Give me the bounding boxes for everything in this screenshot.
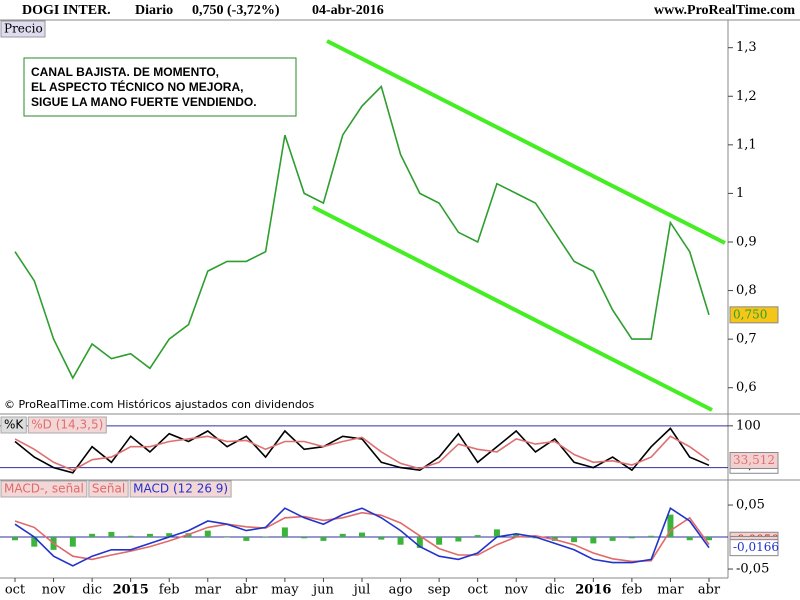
legend-entry: %K [4, 418, 24, 432]
annotation-box [23, 57, 297, 117]
histogram-bar [301, 537, 308, 539]
ticker: DOGI INTER. [22, 3, 111, 18]
histogram-bar [436, 537, 443, 545]
histogram-bar [108, 531, 115, 538]
x-tick-label: nov [504, 583, 528, 598]
legend-entry: Señal [92, 482, 125, 496]
series-line [14, 511, 710, 563]
value-label: 0,750 [733, 307, 767, 321]
site: www.ProRealTime.com [654, 3, 795, 18]
histogram-bar [204, 530, 211, 538]
histogram-bar [493, 529, 500, 538]
y-tick-label: -0,05 [736, 562, 769, 577]
y-tick-label: 1,1 [736, 137, 757, 152]
value-label-box [729, 306, 779, 324]
x-tick-label: 2016 [575, 583, 611, 598]
source-note: © ProRealTime.com Históricos ajustados c… [4, 398, 315, 411]
x-tick-label: abr [698, 583, 721, 598]
x-tick-label: mar [195, 583, 222, 598]
value-label: 33,512 [733, 453, 775, 467]
y-tick-label: 1 [736, 186, 744, 201]
histogram-bar [281, 527, 288, 538]
histogram-bar [628, 537, 635, 539]
x-tick-label: ago [389, 583, 413, 598]
legend-box [27, 416, 107, 434]
annotation: EL ASPECTO TÉCNICO NO MEJORA, [31, 79, 243, 94]
histogram-bar [513, 533, 520, 538]
histogram-bar [706, 537, 712, 541]
channel-lower [312, 205, 713, 412]
value-label-box [729, 539, 779, 557]
period: Diario [135, 3, 173, 18]
histogram-bar [378, 537, 385, 540]
histogram-bar [474, 535, 481, 538]
x-tick-label: oct [467, 583, 488, 598]
series-line [14, 506, 710, 567]
x-tick-label: 2015 [113, 583, 149, 598]
x-tick-label: abr [235, 583, 258, 598]
x-tick-label: mar [657, 583, 684, 598]
annotation: CANAL BAJISTA. DE MOMENTO, [31, 65, 219, 79]
histogram-bar [686, 537, 693, 541]
channel-upper [326, 39, 726, 245]
legend-entry: MACD (12 26 9) [133, 482, 228, 496]
x-tick-label: feb [621, 583, 642, 598]
histogram-bar [590, 537, 597, 544]
legend-box [88, 480, 129, 498]
histogram-bar [571, 537, 578, 543]
x-tick-label: may [271, 583, 299, 598]
x-tick-label: sep [428, 583, 451, 598]
y-tick-label: 0,7 [736, 332, 757, 347]
annotation: SIGUE LA MANO FUERTE VENDIENDO. [31, 95, 257, 109]
x-tick-label: oct [5, 583, 26, 598]
histogram-bar [243, 537, 250, 541]
histogram-bar [146, 533, 153, 538]
legend-box [0, 480, 88, 498]
histogram-bar [89, 533, 96, 538]
value-label: -0,0166 [733, 540, 779, 554]
histogram-bar [416, 537, 423, 548]
panel-label-box [0, 20, 46, 38]
y-tick-label: 0,6 [736, 380, 757, 395]
x-tick-label: jun [311, 583, 334, 598]
value-label-box [729, 452, 779, 470]
date: 04-abr-2016 [312, 3, 384, 18]
series-line [14, 427, 710, 474]
x-tick-label: dic [545, 583, 565, 598]
legend-entry: MACD-, señal [4, 482, 84, 496]
series-line [14, 435, 710, 472]
series-line [14, 84, 710, 380]
legend-box [129, 480, 232, 498]
histogram-bar [339, 533, 346, 538]
histogram-bar [667, 514, 674, 538]
histogram-bar [262, 536, 269, 538]
histogram-bar [648, 535, 655, 538]
y-tick-label: 1,3 [736, 40, 757, 55]
histogram-bar [224, 537, 231, 538]
y-tick-label: 0,8 [736, 283, 757, 298]
histogram-bar [609, 537, 616, 541]
panel-title: Precio [4, 22, 43, 36]
x-tick-label: dic [82, 583, 102, 598]
legend-box [0, 416, 27, 434]
histogram-bar [397, 537, 404, 545]
legend-entry: %D (14,3,5) [31, 418, 103, 432]
histogram-bar [31, 537, 38, 547]
histogram-bar [69, 537, 76, 547]
histogram-bar [12, 537, 18, 541]
y-tick-label: 1,2 [736, 89, 757, 104]
x-tick-label: feb [159, 583, 180, 598]
y-tick-label: 0,9 [736, 234, 757, 249]
histogram-bar [320, 537, 327, 541]
y-tick-label: 0,05 [736, 498, 765, 513]
y-tick-label: 100 [736, 418, 761, 433]
histogram-bar [359, 532, 365, 538]
histogram-bar [127, 535, 134, 538]
histogram-bar [166, 533, 173, 538]
x-tick-label: jul [352, 583, 371, 598]
x-tick-label: nov [42, 583, 66, 598]
quote: 0,750 (-3,72%) [192, 3, 280, 18]
histogram-bar [455, 537, 462, 542]
